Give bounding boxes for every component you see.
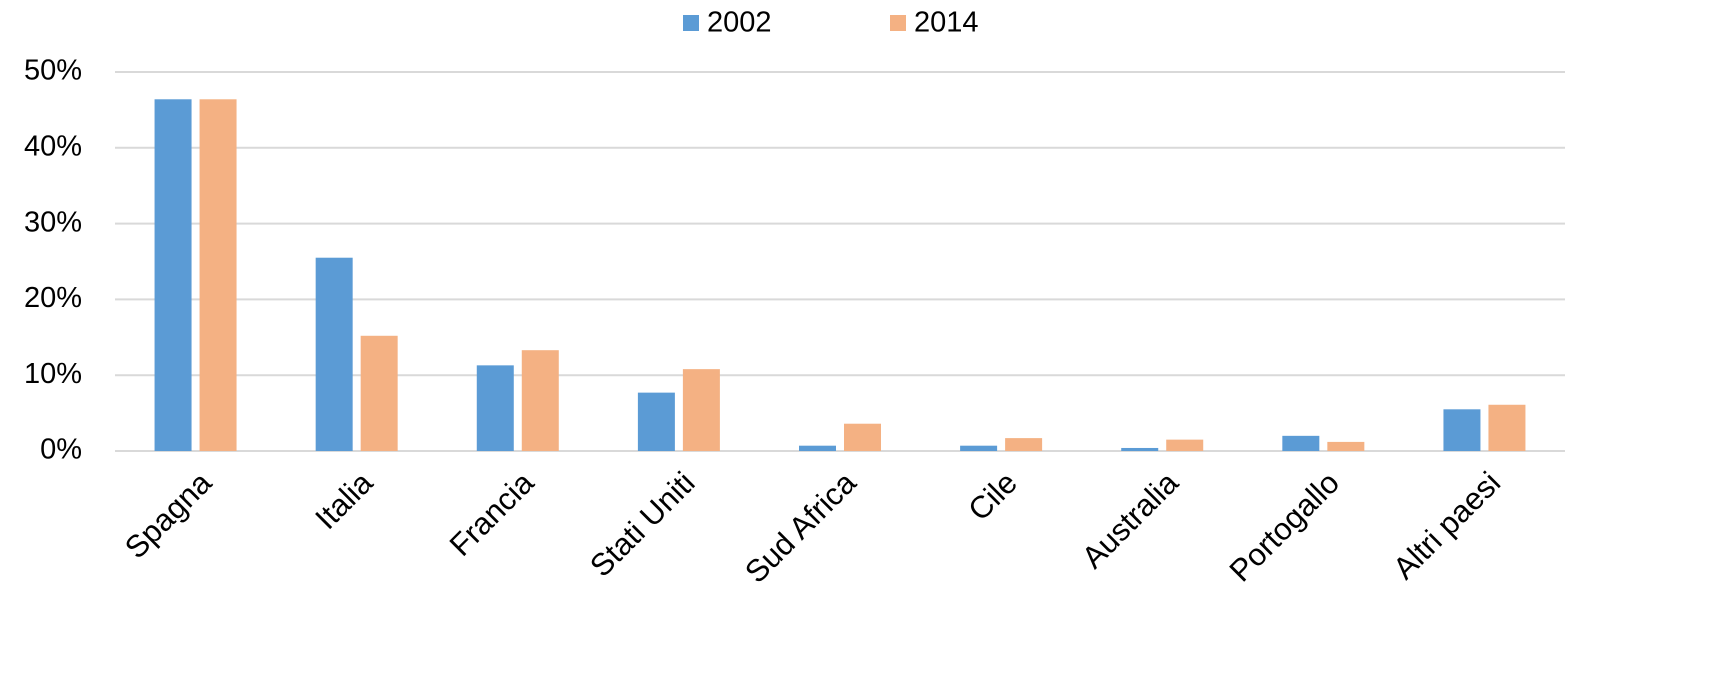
bar <box>315 257 353 451</box>
legend-swatch <box>890 15 906 31</box>
y-tick-label: 20% <box>24 282 82 314</box>
x-tick-label: Cile <box>961 465 1024 528</box>
bar <box>682 369 720 451</box>
bar <box>521 350 559 451</box>
legend-label: 2002 <box>707 7 772 39</box>
bar <box>1166 439 1204 451</box>
bar <box>476 365 514 451</box>
x-tick-label: Australia <box>1075 464 1186 575</box>
legend-swatch <box>683 15 699 31</box>
bar <box>1121 447 1159 451</box>
y-tick-label: 10% <box>24 358 82 390</box>
x-tick-label: Stati Uniti <box>583 465 702 584</box>
bar <box>1005 438 1043 451</box>
bar <box>799 445 836 451</box>
x-tick-label: Spagna <box>118 464 219 565</box>
legend-label: 2014 <box>914 7 979 39</box>
y-tick-label: 30% <box>24 206 82 238</box>
bar <box>154 99 192 452</box>
x-tick-label: Italia <box>308 464 380 536</box>
y-tick-label: 0% <box>40 434 82 466</box>
y-tick-label: 40% <box>24 130 82 162</box>
x-tick-label: Francia <box>443 464 541 562</box>
x-tick-label: Portogallo <box>1223 465 1346 588</box>
bar <box>1282 435 1320 451</box>
bar <box>960 445 998 451</box>
bar <box>1327 441 1365 451</box>
bar <box>360 335 398 451</box>
bar <box>637 392 675 451</box>
x-tick-label: Sud Africa <box>738 464 863 589</box>
bar <box>1488 404 1526 451</box>
bar <box>1443 409 1481 451</box>
y-tick-label: 50% <box>24 55 82 87</box>
x-tick-label: Altri paesi <box>1386 465 1507 586</box>
bar <box>844 423 881 451</box>
bar <box>199 99 237 452</box>
